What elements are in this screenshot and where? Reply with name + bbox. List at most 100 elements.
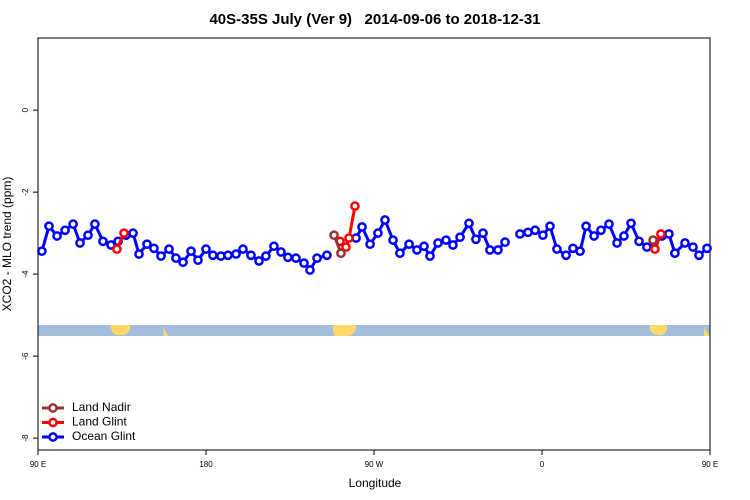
land [704, 328, 710, 336]
data-point [412, 245, 422, 255]
y-tick-label: -8 [21, 434, 30, 442]
legend-marker [48, 432, 58, 442]
y-tick-label: 0 [21, 107, 30, 112]
data-point [581, 221, 591, 232]
series [330, 232, 656, 257]
data-point [365, 239, 375, 250]
data-point [291, 253, 301, 263]
data-point [515, 229, 525, 239]
data-point [604, 219, 614, 229]
data-point [448, 240, 458, 250]
data-point [336, 248, 346, 259]
data-point [142, 239, 152, 250]
data-point [388, 235, 398, 245]
data-point [648, 235, 658, 245]
data-point [575, 246, 585, 257]
data-point [433, 238, 443, 248]
data-point [119, 228, 129, 238]
x-tick-label: 180 [199, 460, 213, 469]
y-tick-label: -2 [21, 188, 30, 196]
data-point [530, 225, 540, 236]
data-point [335, 236, 345, 247]
data-point [357, 222, 367, 232]
data-point [650, 244, 660, 254]
data-point [493, 245, 503, 255]
data-point [37, 246, 47, 257]
data-point [322, 250, 332, 261]
data-point [283, 252, 293, 263]
data-point [171, 253, 181, 263]
y-axis-label: XCO2 - MLO trend (ppm) [0, 177, 14, 312]
land [332, 325, 356, 336]
data-point [178, 257, 188, 268]
x-tick-label: 90 E [702, 460, 718, 469]
data-point [75, 238, 85, 248]
data-point [656, 229, 666, 239]
data-point [612, 238, 622, 248]
data-point [208, 250, 218, 261]
data-point [464, 218, 474, 229]
data-point [156, 251, 166, 261]
data-point [455, 232, 465, 243]
data-point [98, 236, 108, 247]
data-point [373, 228, 383, 238]
land [650, 325, 667, 336]
data-point [261, 251, 271, 261]
data-point [688, 242, 698, 252]
data-point [500, 237, 510, 248]
data-point [341, 242, 351, 252]
x-tick-label: 90 W [365, 460, 384, 469]
data-point [702, 243, 712, 254]
y-tick-label: -6 [21, 352, 30, 360]
data-point [186, 246, 196, 257]
data-point [305, 265, 315, 275]
data-point [538, 230, 548, 241]
data-point [312, 253, 322, 263]
data-point [246, 250, 256, 261]
legend-marker [48, 403, 58, 413]
data-point [545, 221, 555, 232]
data-point [60, 225, 70, 236]
data-point [223, 250, 233, 261]
data-point [201, 244, 211, 254]
data-point [299, 258, 309, 268]
data-point [419, 241, 429, 252]
data-point [193, 255, 203, 266]
data-point [642, 242, 652, 252]
data-point [164, 244, 174, 254]
data-point [44, 221, 54, 232]
y-tick-label: -4 [21, 270, 30, 278]
series [37, 215, 712, 275]
map-strip [38, 325, 710, 336]
data-point [441, 235, 451, 245]
data-point [344, 233, 354, 243]
data-point [276, 247, 286, 257]
data-point [561, 250, 571, 261]
data-point [254, 256, 264, 266]
data-point [471, 234, 481, 245]
data-point [68, 219, 78, 229]
data-point [619, 231, 629, 241]
legend-label: Land Nadir [72, 400, 131, 414]
data-point [626, 218, 636, 229]
data-point [634, 236, 644, 247]
data-point [134, 249, 144, 259]
land [110, 325, 130, 336]
data-point [552, 244, 562, 254]
ocean-strip [38, 325, 710, 336]
data-point [269, 241, 279, 252]
legend-marker [48, 417, 58, 428]
data-point [404, 239, 414, 250]
data-point [670, 248, 680, 259]
x-tick-label: 90 E [30, 460, 46, 469]
data-point [112, 244, 122, 254]
land [163, 327, 168, 336]
data-point [596, 225, 606, 236]
chart-title: 40S-35S July (Ver 9) 2014-09-06 to 2018-… [209, 11, 540, 28]
data-point [664, 229, 674, 239]
data-point [90, 219, 100, 229]
data-point [425, 251, 435, 261]
data-point [485, 245, 495, 255]
data-point [329, 230, 339, 241]
